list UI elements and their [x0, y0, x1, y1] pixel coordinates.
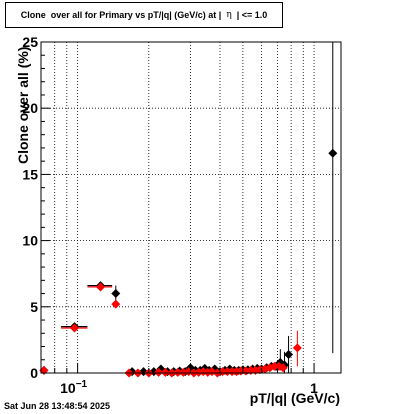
y-axis-label: Clone over all (%) — [15, 46, 31, 164]
y-tick-label: 10 — [22, 233, 38, 249]
series-1 — [39, 282, 302, 378]
axes: 0 5 10 15 20 25 10−1 1 — [22, 34, 342, 396]
chart-title-prefix: Clone over all for Primary vs pT/|q| (Ge… — [20, 10, 227, 20]
data-point — [96, 282, 106, 292]
chart-title-suffix: | <= 1.0 — [231, 10, 268, 20]
x-tick-label: 10−1 — [60, 379, 87, 396]
chart-title: Clone over all for Primary vs pT/|q| (Ge… — [5, 2, 283, 28]
data-point — [154, 367, 164, 377]
x-tick-label: 1 — [310, 380, 318, 396]
data-point — [292, 343, 302, 353]
data-point — [178, 367, 188, 377]
x-axis-label: pT/|q| (GeV/c) — [249, 390, 340, 406]
data-point — [111, 299, 121, 309]
data-point — [328, 148, 338, 158]
data-point — [160, 367, 170, 377]
y-tick-label: 0 — [30, 365, 38, 381]
y-tick-label: 25 — [22, 34, 38, 50]
plot-frame — [40, 41, 342, 374]
timestamp: Sat Jun 28 13:48:54 2025 — [4, 401, 111, 411]
series-0 — [39, 42, 338, 377]
x-tick-exponent: −1 — [76, 379, 88, 390]
data-point — [69, 323, 79, 333]
data-point — [111, 289, 121, 299]
chart-title-symbol: η — [226, 10, 232, 20]
y-tick-label: 5 — [30, 299, 38, 315]
data-point — [284, 349, 294, 359]
grid-lines — [41, 42, 341, 373]
data-point — [278, 363, 288, 373]
data-point — [173, 367, 183, 377]
data-point — [222, 367, 232, 377]
y-tick-label: 15 — [22, 166, 38, 182]
y-tick-label: 20 — [22, 100, 38, 116]
data-series — [39, 42, 338, 378]
